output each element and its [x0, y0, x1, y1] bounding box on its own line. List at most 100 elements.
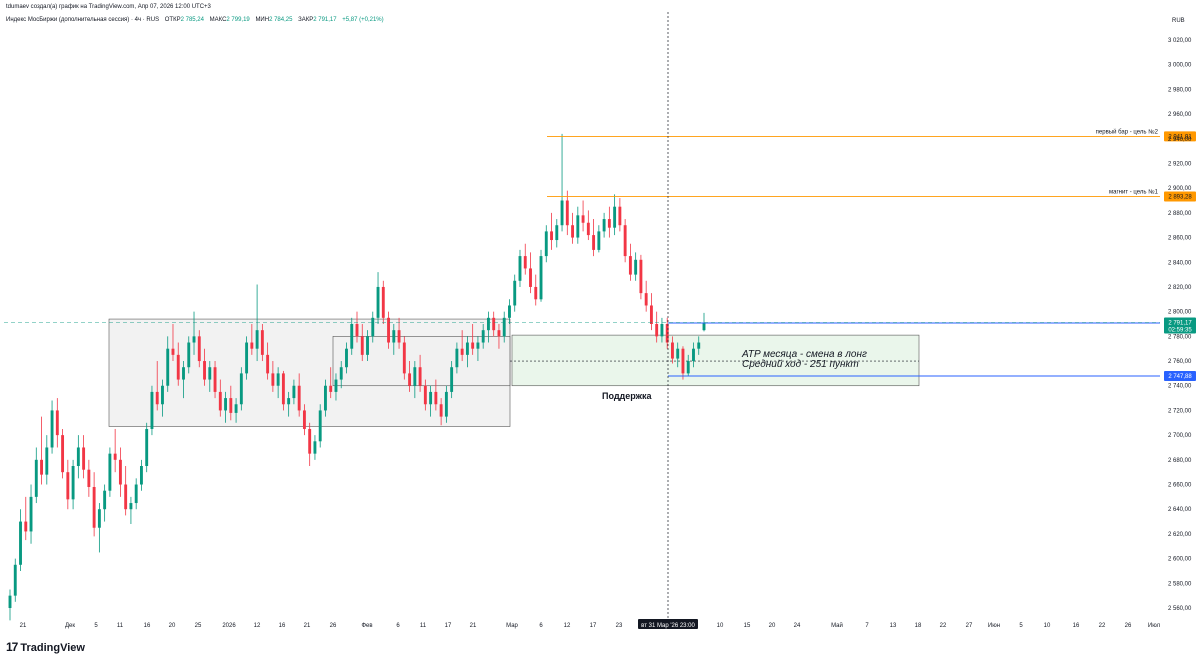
x-tick-label: 18 — [915, 623, 922, 629]
x-tick-label: 21 — [470, 623, 477, 629]
candle-body — [92, 486, 96, 528]
candle-body — [224, 398, 228, 411]
candle-body — [397, 330, 401, 343]
countdown-text: 02:59:35 — [1168, 328, 1192, 334]
candle-body — [476, 342, 480, 349]
x-tick-label: 16 — [279, 623, 286, 629]
candle-body — [213, 367, 217, 392]
candle-body — [565, 200, 569, 226]
y-tick-label: 2 940,00 — [1168, 137, 1192, 143]
candle-body — [71, 466, 75, 500]
x-tick-label: Дек — [65, 623, 75, 629]
y-tick-label: 2 660,00 — [1168, 483, 1192, 489]
y-tick-label: 2 840,00 — [1168, 260, 1192, 266]
candle-body — [161, 385, 164, 405]
candle-body — [297, 385, 301, 411]
y-tick-label: 2 600,00 — [1168, 557, 1192, 563]
x-tick-label: 26 — [330, 623, 337, 629]
candle-body — [87, 469, 91, 487]
candle-body — [150, 391, 154, 429]
candle-body — [387, 317, 390, 343]
y-tick-label: 2 640,00 — [1168, 507, 1192, 513]
candle-body — [334, 379, 338, 392]
candle-body — [345, 348, 348, 368]
candle-body — [681, 348, 685, 374]
candle-body — [203, 361, 206, 380]
y-tick-label: 2 720,00 — [1168, 408, 1192, 414]
candle-body — [381, 286, 385, 318]
candle-body — [13, 564, 17, 596]
last-price-badge — [1164, 317, 1196, 334]
candle-body — [513, 280, 517, 306]
candle-body — [692, 348, 695, 362]
candle-body — [613, 206, 617, 228]
candle-body — [324, 385, 327, 411]
y-tick-label: 2 880,00 — [1168, 211, 1192, 217]
candle-body — [103, 490, 107, 510]
candle-body — [313, 441, 317, 454]
candle-body — [571, 225, 575, 238]
open-label: ОТКР — [164, 17, 181, 23]
candle-body — [539, 256, 543, 300]
x-tick-label: 10 — [717, 623, 724, 629]
candle-body — [29, 496, 33, 532]
candle-body — [671, 342, 674, 359]
candle-body — [486, 317, 490, 331]
candle-body — [649, 305, 653, 324]
y-tick-label: 2 960,00 — [1168, 112, 1192, 118]
candle-body — [665, 324, 669, 343]
candle-body — [366, 336, 369, 355]
time-axis[interactable]: 21 Дек 5 11 16 20 25 2026 12 16 21 26 Фев 6 11 17 21 Мар 6… — [20, 619, 1161, 629]
candles-layer — [8, 133, 706, 621]
candle-body — [560, 200, 564, 226]
level-label: первый бар - цель №2 — [1096, 128, 1159, 135]
candle-body — [329, 385, 333, 392]
candle-body — [197, 336, 201, 362]
y-tick-label: 2 780,00 — [1168, 334, 1192, 340]
levels-layer: первый бар - цель №2 2 941,91 магнит - цел… — [4, 12, 1196, 620]
candle-body — [534, 286, 538, 300]
candle-body — [655, 324, 659, 337]
price-axis[interactable]: RUB 2 560,00 2 580,00 2 600,00 2 620,00 2 640… — [1168, 18, 1192, 612]
low-value: 2 784,25 — [269, 17, 293, 23]
candle-body — [208, 367, 212, 380]
high-value: 2 799,19 — [226, 17, 250, 23]
tradingview-logo-text: TradingView — [20, 642, 85, 654]
tradingview-logo[interactable]: 17 TradingView — [6, 640, 85, 654]
candle-body — [40, 459, 43, 475]
y-tick-label: 2 860,00 — [1168, 236, 1192, 242]
x-tick-label: 11 — [420, 623, 427, 629]
candle-body — [492, 317, 496, 331]
candle-body — [418, 367, 422, 386]
candle-body — [155, 391, 159, 405]
candle-body — [350, 324, 354, 349]
instrument-name[interactable]: Индекс МосБиржи (дополнительная сессия) … — [6, 17, 160, 23]
x-tick-label: 11 — [117, 623, 124, 629]
y-tick-label: 2 760,00 — [1168, 359, 1192, 365]
y-tick-label: 2 700,00 — [1168, 433, 1192, 439]
candle-body — [218, 391, 222, 411]
crosshair-time-badge — [638, 619, 698, 629]
y-tick-label: 2 980,00 — [1168, 87, 1192, 93]
currency-label: RUB — [1172, 18, 1185, 24]
zones-layer — [108, 318, 920, 427]
x-tick-label: 21 — [304, 623, 311, 629]
y-tick-label: 2 900,00 — [1168, 186, 1192, 192]
candle-body — [576, 215, 580, 238]
change-value: +5,87 (+0,21%) — [342, 17, 384, 23]
candle-body — [50, 410, 54, 448]
x-tick-label: 17 — [445, 623, 452, 629]
candle-body — [628, 256, 632, 275]
candle-body — [644, 293, 648, 306]
candle-body — [586, 222, 590, 236]
candle-body — [82, 447, 86, 470]
candle-body — [260, 330, 264, 355]
y-tick-label: 2 680,00 — [1168, 458, 1192, 464]
candle-body — [639, 259, 643, 294]
x-tick-label: 15 — [744, 623, 751, 629]
x-tick-label: 17 — [590, 623, 597, 629]
candle-body — [24, 521, 28, 532]
candle-body — [308, 428, 312, 454]
candle-body — [108, 453, 112, 491]
